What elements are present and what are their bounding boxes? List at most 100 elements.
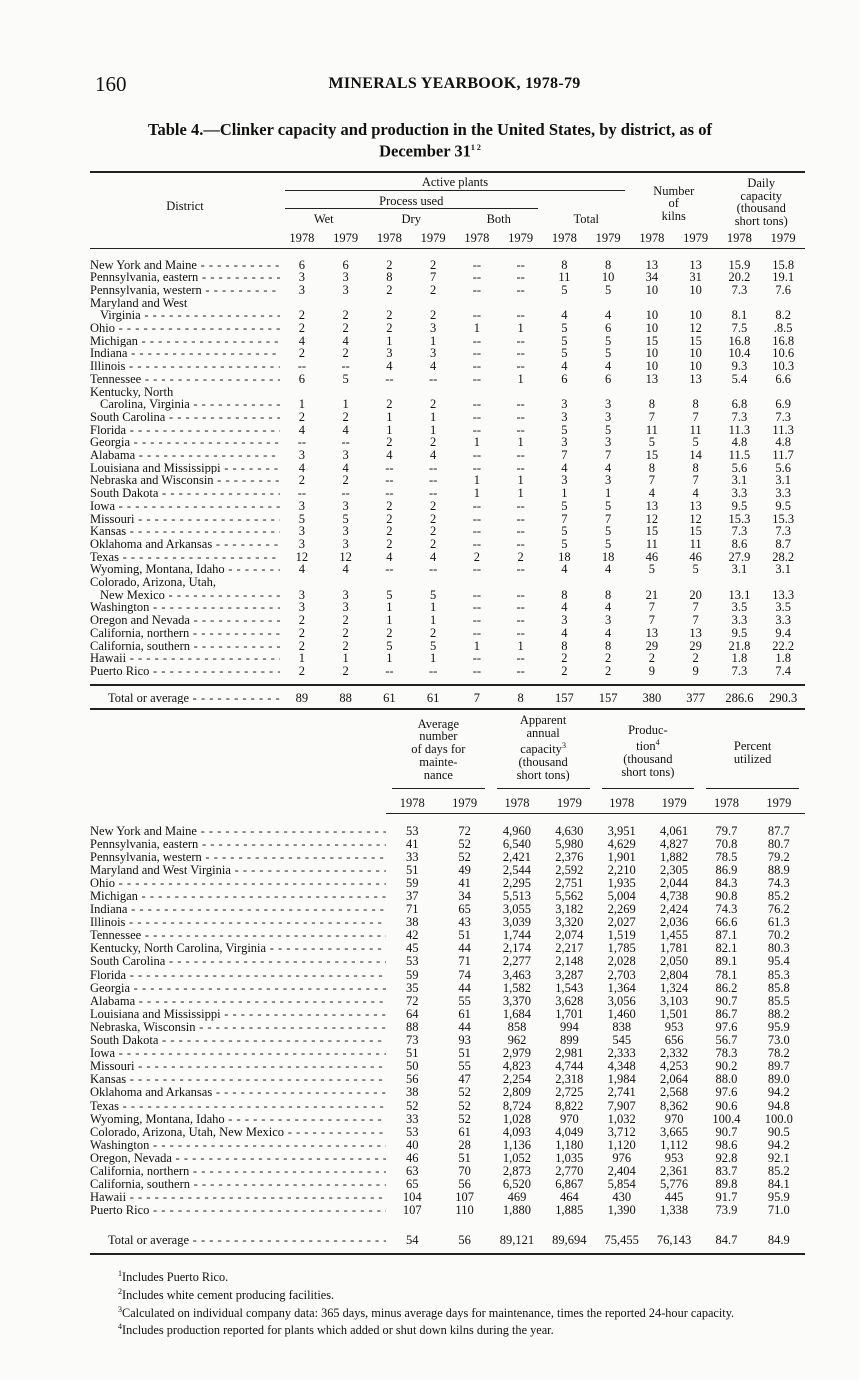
district-name: South Carolina: [90, 955, 386, 968]
cell-value: 70.2: [767, 928, 790, 943]
table-row: South Carolina 2 2 1 1 -- -- 3 3 7 7 7.3 7.3: [90, 411, 805, 424]
cell-value: 1: [342, 397, 349, 412]
cell-value: 94.2: [767, 1137, 790, 1152]
cell-value: 1: [386, 422, 393, 437]
district-name: South Dakota: [90, 1034, 386, 1047]
header-daily-capacity: Daily capacity (thousand short tons): [718, 172, 806, 228]
cell-value: 89.8: [715, 1177, 738, 1192]
cell-value: 4: [386, 549, 393, 564]
district-name: Ohio: [90, 877, 386, 890]
cell-value: --: [297, 359, 307, 374]
district-name: Pennsylvania, eastern: [90, 838, 386, 851]
cell-value: 8,724: [502, 1098, 531, 1113]
cell-value: 2,269: [607, 902, 636, 917]
cell-value: 5: [692, 562, 699, 577]
cell-value: 3,951: [607, 823, 636, 838]
cell-value: 4: [561, 308, 568, 323]
cell-value: 4: [605, 460, 612, 475]
cell-value: 76.2: [767, 902, 790, 917]
cell-value: 9.5: [731, 625, 748, 640]
cell-value: 100.0: [764, 1111, 793, 1126]
district-name-line: Louisiana and Mississippi: [90, 462, 280, 475]
cell-value: 15.8: [772, 257, 795, 272]
cell-value: 11: [645, 536, 658, 551]
cell-value: 2: [298, 473, 305, 488]
table-row: Puerto Rico 107 110 1,880 1,885 1,390 1,338 73.…: [90, 1204, 805, 1217]
table-title-line1: Table 4.—Clinker capacity and production…: [148, 120, 712, 139]
cell-value: 5: [605, 333, 612, 348]
cell-value: 8,362: [660, 1098, 689, 1113]
cell-value: 5,854: [607, 1177, 636, 1192]
cell-value: --: [516, 460, 525, 475]
total-value: 377: [673, 683, 718, 711]
footnote-ref: 2: [118, 1287, 122, 1297]
cell-value: 83.7: [715, 1163, 738, 1178]
cell-value: 51: [458, 1046, 471, 1061]
footnote-text: Calculated on individual company data: 3…: [122, 1305, 735, 1320]
cell-value: 4,049: [555, 1124, 584, 1139]
total-value: 56: [438, 1222, 491, 1256]
total-value: 54: [386, 1222, 439, 1256]
district-name-line: Iowa: [90, 500, 280, 513]
cell-value: --: [516, 270, 525, 285]
total-value: 75,455: [595, 1222, 648, 1256]
cell-value: 2,332: [660, 1046, 689, 1061]
header-line: capacity: [740, 188, 783, 203]
cell-value: --: [472, 600, 482, 615]
district-name-line: Maryland and West: [90, 296, 188, 310]
footnote-ref: 4: [655, 738, 660, 747]
cell-value: 3.5: [775, 600, 791, 615]
cell-value: 4,629: [607, 836, 636, 851]
cell-value: 8: [561, 638, 568, 653]
district-name-text: Florida: [90, 969, 386, 982]
cell-value: 2: [386, 308, 393, 323]
district-name: California, northern: [90, 1165, 386, 1178]
year-header: 1978: [700, 792, 753, 814]
cell-value: 1,120: [607, 1137, 636, 1152]
district-name: Colorado, Arizona, Utah, New Mexico: [90, 1126, 386, 1139]
cell-value: 5: [605, 536, 612, 551]
year-label: 1979: [770, 230, 796, 245]
cell-value: 4,093: [502, 1124, 531, 1139]
cell-value: 3.3: [731, 613, 748, 628]
cell-value: 2: [386, 257, 393, 272]
district-name: Kansas: [90, 525, 280, 538]
cell-value: 12: [645, 511, 659, 526]
cell-value: 1: [430, 651, 437, 666]
footnote: 1Includes Puerto Rico.: [118, 1267, 808, 1285]
table-row: Pennsylvania, western 33 52 2,421 2,376 1,901…: [90, 850, 805, 864]
year-label: 1978: [609, 795, 635, 810]
cell-value: 2,809: [502, 1085, 531, 1100]
cell-value: 74.3: [715, 902, 738, 917]
cell-value: 5.6: [775, 460, 791, 475]
cell-value: 90.8: [715, 889, 738, 904]
cell-value: 10: [645, 321, 659, 336]
cell-value: 1: [517, 435, 524, 450]
header-wet: Wet: [313, 212, 334, 226]
table-row: New York and Maine 6 6 2 2 -- -- 8 8 13 13 15.9 15.8: [90, 257, 805, 272]
table-row: Hawaii 104 107 469 464 430 445 91.7 95.9: [90, 1191, 805, 1204]
district-name: Maryland and West Virginia: [90, 864, 386, 877]
cell-value: 63: [405, 1163, 419, 1178]
cell-value: 4.8: [731, 435, 748, 450]
district-name-line: Pennsylvania, western: [90, 284, 280, 297]
cell-value: --: [341, 359, 350, 374]
cell-value: 7: [605, 511, 612, 526]
cell-value: 53: [405, 954, 419, 969]
cell-value: 8: [692, 460, 699, 475]
district-name-line: Oklahoma and Arkansas: [90, 538, 280, 551]
cell-value: 61: [458, 1006, 471, 1021]
district-name-text: Tennessee: [90, 929, 386, 942]
header-kilns-text: Number of kilns: [630, 184, 718, 223]
cell-value: 2,217: [555, 941, 584, 956]
cell-value: 1: [605, 486, 612, 501]
cell-value: 2: [342, 473, 349, 488]
district-name: Maryland and West Virginia: [90, 297, 280, 322]
table-row: Pennsylvania, eastern 3 3 8 7 -- -- 11 10 34 31 20.…: [90, 271, 805, 284]
cell-value: 8: [648, 460, 655, 475]
footnote: 3Calculated on individual company data: …: [118, 1303, 808, 1321]
district-name-line: Washington: [90, 601, 280, 614]
cell-value: 2: [648, 651, 655, 666]
district-name-text: Nebraska, Wisconsin: [90, 1021, 386, 1034]
header-line: nance: [423, 767, 453, 782]
